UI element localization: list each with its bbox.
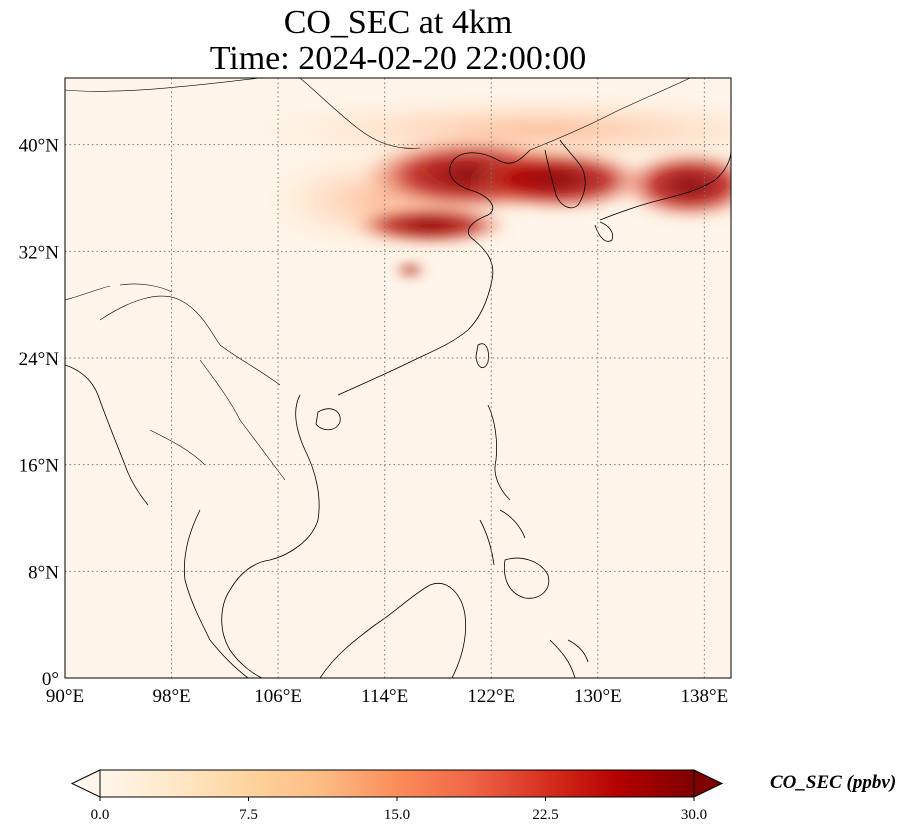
colorbar: 0.0 7.5 15.0 22.5 30.0 CO_SEC (ppbv) <box>70 769 896 823</box>
lon-tick-label: 122°E <box>467 686 515 707</box>
plume-japan <box>620 150 731 220</box>
colorbar-tick-label: 30.0 <box>681 807 707 823</box>
coastline-kyushu <box>594 221 614 242</box>
colorbar-ticks: 0.0 7.5 15.0 22.5 30.0 <box>91 797 707 823</box>
lat-tick-label: 16°N <box>19 456 60 477</box>
lon-tick-label: 98°E <box>152 686 190 707</box>
lon-tick-label: 106°E <box>254 686 302 707</box>
colorbar-extend-low <box>70 769 101 798</box>
lat-tick-label: 8°N <box>28 562 59 583</box>
lon-tick-label: 130°E <box>574 686 622 707</box>
plume-small-cells <box>394 264 426 276</box>
coastline-indochina <box>221 394 320 678</box>
coastline-myanmar <box>65 364 149 506</box>
coastline-korea <box>544 139 586 209</box>
coastline-borneo <box>319 583 467 678</box>
axis-ticks: 90°E 98°E 106°E 114°E 122°E 130°E 138°E 0° 8°N 16… <box>19 136 729 707</box>
lon-tick-label: 114°E <box>361 686 408 707</box>
coastline-sulawesi <box>549 639 589 678</box>
colorbar-tick-label: 7.5 <box>239 807 258 823</box>
coastline-layer <box>65 78 731 678</box>
colorbar-tick-label: 15.0 <box>384 807 410 823</box>
lat-tick-label: 0° <box>42 669 59 690</box>
coastline-mindanao <box>503 557 550 599</box>
lon-tick-label: 90°E <box>46 686 84 707</box>
coastline-hainan <box>315 408 341 431</box>
colorbar-label: CO_SEC (ppbv) <box>770 772 896 793</box>
coastline-china-east <box>337 149 531 396</box>
colorbar-tick-label: 0.0 <box>91 807 110 823</box>
plume-central-china <box>350 205 510 245</box>
colorbar-tick-label: 22.5 <box>532 807 558 823</box>
gridlines <box>65 78 731 678</box>
coastline-japan <box>599 149 731 221</box>
border-russia-china <box>529 78 691 151</box>
lat-tick-label: 24°N <box>19 349 60 370</box>
lon-tick-label: 138°E <box>681 686 729 707</box>
lat-tick-label: 40°N <box>19 136 60 157</box>
colorbar-extend-high <box>693 769 724 798</box>
border-interior <box>65 78 421 481</box>
colorbar-gradient <box>99 769 695 798</box>
map-title-variable: CO_SEC at 4km <box>283 4 513 41</box>
map-area[interactable] <box>65 78 840 678</box>
coastline-gulf-thailand <box>183 509 211 641</box>
map-title-time: Time: 2024-02-20 22:00:00 <box>209 40 587 77</box>
coastline-taiwan <box>475 343 489 369</box>
coastline-malay <box>209 639 249 678</box>
plume-north-band-soft <box>240 95 731 165</box>
plume-korea <box>470 148 650 212</box>
map-frame <box>64 77 732 679</box>
co-plume-layer <box>240 95 731 276</box>
lat-tick-label: 32°N <box>19 242 60 263</box>
coastline-luzon <box>487 404 511 501</box>
coastline-visayas <box>479 509 526 566</box>
